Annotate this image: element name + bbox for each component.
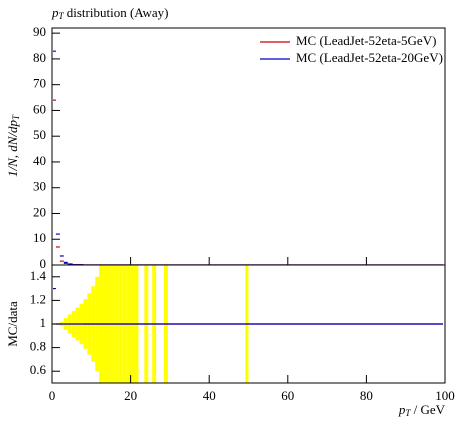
y-tick-label: 50 xyxy=(33,127,46,142)
error-band xyxy=(144,265,149,383)
y-tick-label: 0 xyxy=(40,256,47,271)
y-tick-label: 90 xyxy=(33,24,46,39)
error-band xyxy=(118,265,123,383)
x-tick-label: 20 xyxy=(124,388,137,403)
legend-label: MC (LeadJet-52eta-20GeV) xyxy=(296,50,443,65)
ratio-y-tick-label: 1.4 xyxy=(30,268,47,283)
x-tick-label: 40 xyxy=(203,388,216,403)
error-band xyxy=(103,265,108,383)
error-band xyxy=(107,265,111,383)
y-tick-label: 60 xyxy=(33,101,46,116)
chart-title: pT distribution (Away) xyxy=(51,5,168,21)
ratio-y-tick-label: 1 xyxy=(40,315,47,330)
y-tick-label: 10 xyxy=(33,230,46,245)
y-tick-label: 20 xyxy=(33,204,46,219)
x-tick-label: 100 xyxy=(435,388,455,403)
ratio-y-tick-label: 1.2 xyxy=(30,291,46,306)
error-band xyxy=(110,265,115,383)
error-band xyxy=(114,265,119,383)
x-tick-label: 0 xyxy=(49,388,56,403)
ratio-axis-label: MC/data xyxy=(5,301,20,347)
error-band xyxy=(164,265,168,383)
y-tick-label: 70 xyxy=(33,76,46,91)
y-tick-label: 40 xyxy=(33,153,46,168)
ratio-y-tick-label: 0.6 xyxy=(30,362,47,377)
error-band xyxy=(152,265,157,383)
y-tick-label: 30 xyxy=(33,179,46,194)
x-tick-label: 80 xyxy=(360,388,373,403)
legend-label: MC (LeadJet-52eta-5GeV) xyxy=(296,33,436,48)
x-tick-label: 60 xyxy=(281,388,294,403)
y-axis-label: 1/N, dN/dpT xyxy=(5,114,21,177)
y-tick-label: 80 xyxy=(33,50,46,65)
ratio-y-tick-label: 0.8 xyxy=(30,339,46,354)
x-axis-label: pT / GeV xyxy=(398,402,446,418)
error-band xyxy=(245,265,249,383)
